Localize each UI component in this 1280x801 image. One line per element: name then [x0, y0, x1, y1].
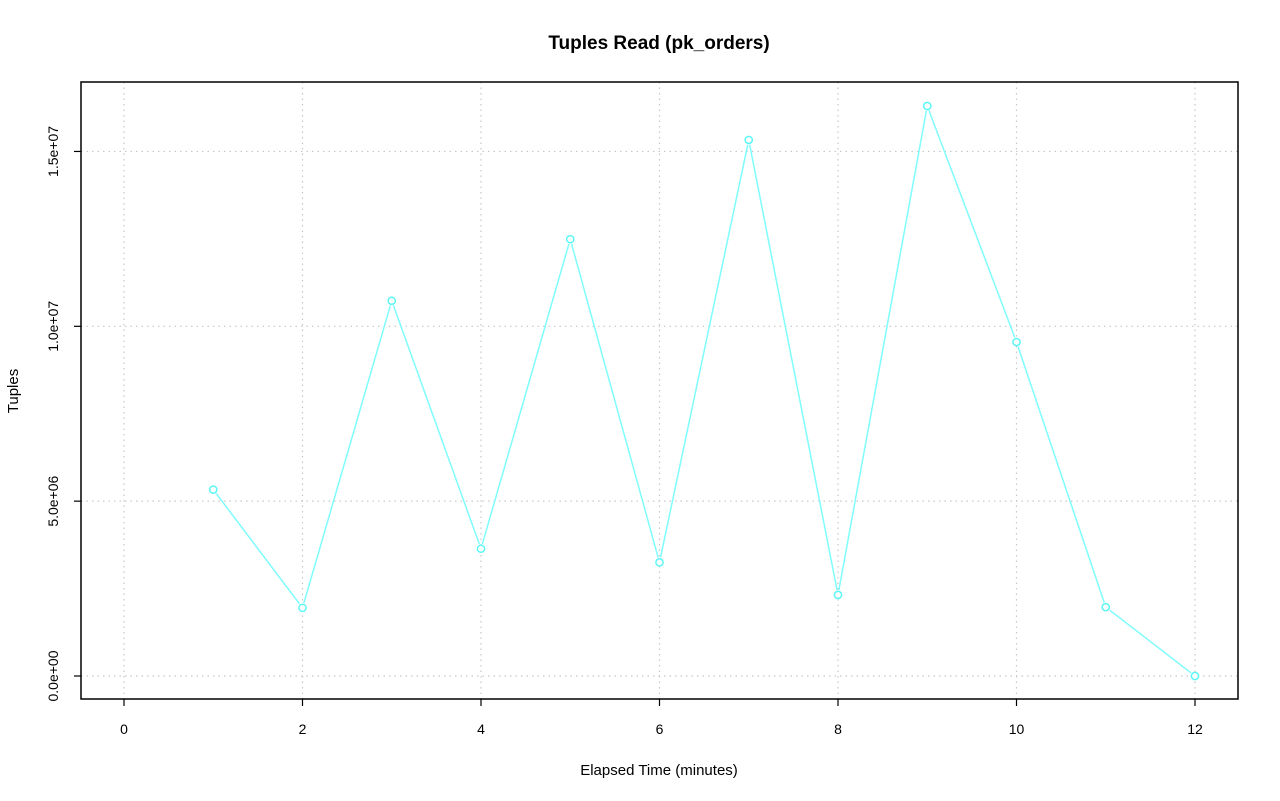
data-point — [744, 135, 754, 145]
x-axis: 0 2 4 6 8 10 12 — [120, 699, 1203, 737]
y-axis-label: Tuples — [5, 369, 22, 413]
series-line-segment — [838, 110, 928, 591]
y-axis: 0.0e+00 5.0e+06 1.0e+07 1.5e+07 — [45, 126, 81, 702]
data-point — [565, 234, 575, 244]
y-tick-label: 5.0e+06 — [45, 475, 61, 526]
data-point — [655, 557, 664, 567]
series-line-segment — [659, 144, 749, 558]
x-tick-label: 8 — [834, 721, 842, 737]
x-tick-label: 6 — [656, 721, 664, 737]
data-point — [476, 544, 486, 554]
series-line-segment — [1017, 346, 1105, 603]
data-point — [922, 101, 932, 111]
data-point — [298, 603, 307, 613]
grid-lines — [81, 82, 1238, 699]
series-line-segment — [303, 305, 392, 604]
x-axis-label: Elapsed Time (minutes) — [580, 762, 738, 779]
chart-title: Tuples Read (pk_orders) — [548, 33, 769, 54]
series-line-segment — [392, 305, 481, 545]
data-point — [1012, 337, 1021, 347]
series-line-segment — [1109, 609, 1192, 674]
y-tick-label: 0.0e+00 — [45, 650, 61, 701]
series-line-segment — [928, 110, 1016, 338]
x-tick-label: 4 — [477, 721, 485, 737]
x-tick-label: 10 — [1009, 721, 1025, 737]
x-tick-label: 2 — [299, 721, 307, 737]
data-point — [833, 590, 843, 600]
series-line-segment — [215, 493, 301, 605]
y-tick-label: 1.0e+07 — [45, 301, 61, 352]
series-line-segment — [748, 144, 838, 591]
x-tick-label: 12 — [1187, 721, 1203, 737]
data-point — [208, 485, 218, 494]
x-tick-label: 0 — [120, 721, 128, 737]
y-tick-label: 1.5e+07 — [45, 126, 61, 177]
data-point — [387, 296, 397, 306]
data-points — [208, 101, 1200, 681]
series-line-segment — [570, 243, 659, 558]
series-line-layer — [215, 110, 1192, 674]
data-point — [1101, 602, 1111, 612]
series-line-segment — [481, 243, 570, 545]
data-point — [1190, 671, 1200, 681]
